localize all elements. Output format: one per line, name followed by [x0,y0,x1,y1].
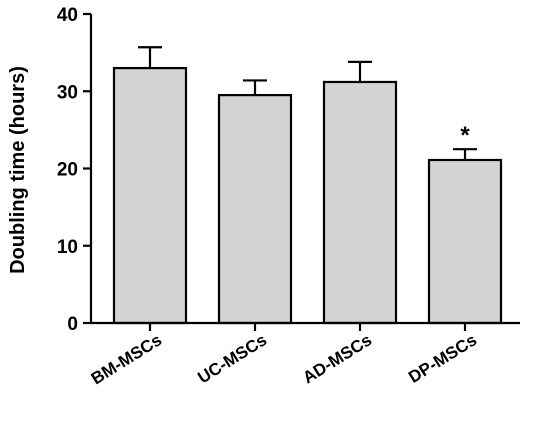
x-tick-label-ad-mscs: AD-MSCs [299,330,375,387]
y-tick-label: 0 [67,314,78,335]
bar-uc-mscs [217,94,293,325]
error-bar-dp-mscs [453,148,477,161]
significance-marker: * [460,122,470,149]
error-bar-ad-mscs [348,60,372,82]
x-tick-label-bm-mscs: BM-MSCs [88,330,165,388]
y-axis-label: Doubling time (hours) [7,66,29,274]
error-bar-uc-mscs [243,79,267,96]
bars-layer: * [112,46,503,325]
bar-dp-mscs [427,158,503,325]
y-tick-label: 20 [57,160,78,181]
error-bar-bm-mscs [138,46,162,69]
y-tick-label: 10 [57,237,78,258]
y-tick-label: 40 [57,5,78,26]
bar-ad-mscs [322,80,398,325]
y-tick-label: 30 [57,82,78,103]
bar-bm-mscs [112,66,188,325]
x-tick-label-dp-mscs: DP-MSCs [405,330,480,387]
x-tick-label-uc-mscs: UC-MSCs [194,330,270,387]
